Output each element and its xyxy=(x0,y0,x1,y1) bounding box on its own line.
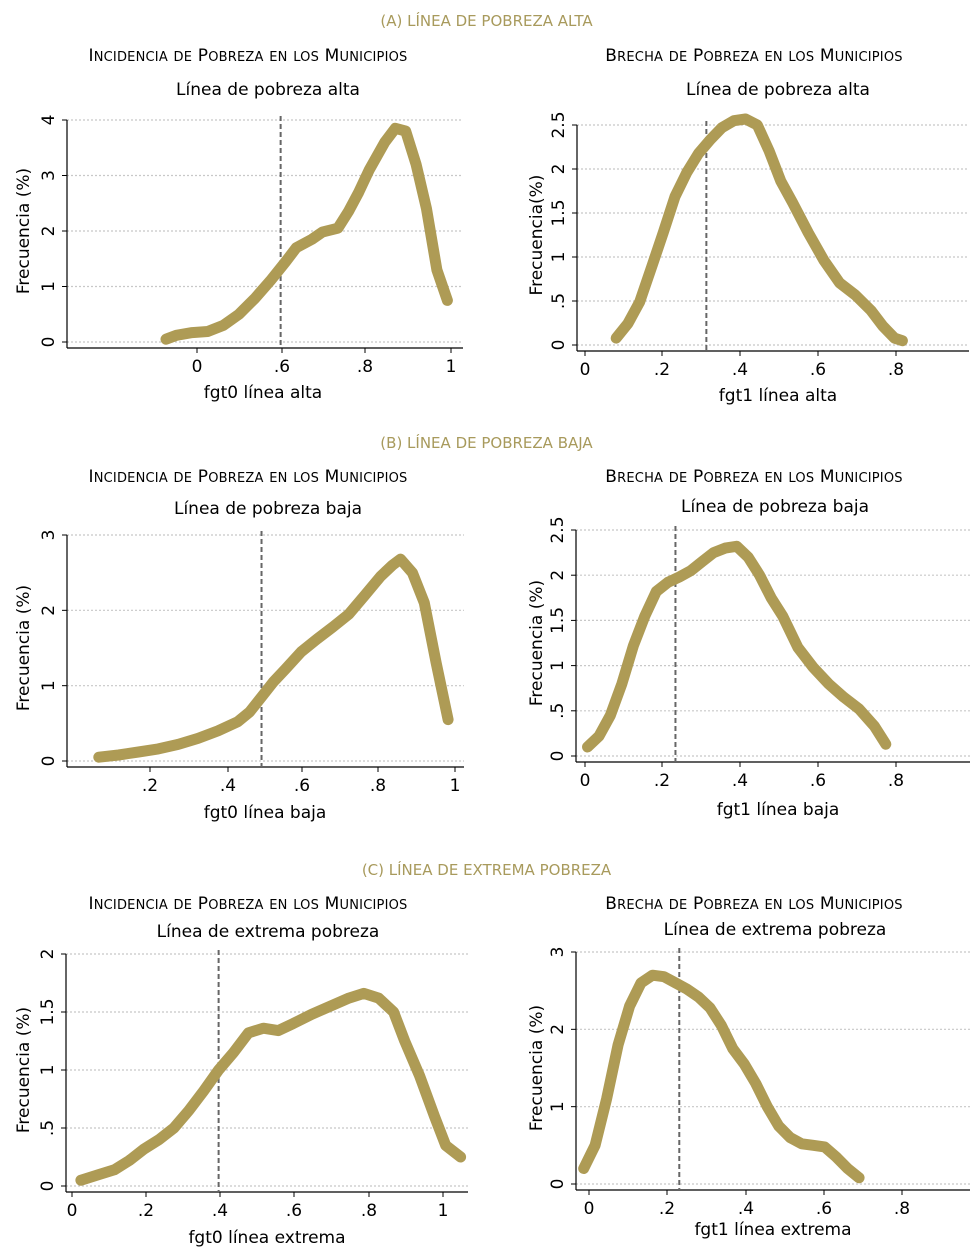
x-tick-label: .6 xyxy=(286,1201,302,1221)
series-line xyxy=(610,113,908,347)
chart-title-4: BRECHA DE POBREZA EN LOS MUNICIPIOS xyxy=(605,467,903,487)
y-tick-label: .5 xyxy=(548,703,568,719)
chart-title-1: INCIDENCIA DE POBREZA EN LOS MUNICIPIOS xyxy=(88,46,408,66)
y-tick-label: .5 xyxy=(38,1120,58,1136)
y-axis-label: Frecuencia (%) xyxy=(527,580,547,706)
x-tick-label: .4 xyxy=(220,776,236,796)
y-tick-label: 0 xyxy=(39,756,59,767)
chart-title-5: INCIDENCIA DE POBREZA EN LOS MUNICIPIOS xyxy=(88,894,408,914)
y-tick-label: 1 xyxy=(548,660,568,671)
chart-title-3: INCIDENCIA DE POBREZA EN LOS MUNICIPIOS xyxy=(88,467,408,487)
x-tick-label: 0 xyxy=(192,357,203,377)
x-axis-label: fgt1 línea alta xyxy=(719,386,837,406)
y-tick-label: 2 xyxy=(39,226,59,237)
x-tick-label: .8 xyxy=(894,1199,910,1219)
series-line xyxy=(582,540,892,753)
x-tick-label: .6 xyxy=(816,1199,832,1219)
x-axis-label: fgt1 línea extrema xyxy=(694,1220,851,1240)
x-tick-label: .2 xyxy=(654,360,670,380)
x-tick-label: 0 xyxy=(584,1199,595,1219)
y-tick-label: 1 xyxy=(548,1101,568,1112)
y-tick-label: 4 xyxy=(39,115,59,126)
x-tick-label: .2 xyxy=(138,1201,154,1221)
x-tick-label: .2 xyxy=(142,776,158,796)
x-tick-label: .4 xyxy=(212,1201,228,1221)
y-tick-label: 2 xyxy=(38,949,58,960)
y-axis-label: Frecuencia (%) xyxy=(527,1005,547,1131)
y-tick-label: 0 xyxy=(548,1179,568,1190)
chart-title-2: BRECHA DE POBREZA EN LOS MUNICIPIOS xyxy=(605,46,903,66)
x-axis-label: fgt0 línea baja xyxy=(204,803,327,823)
x-tick-label: .8 xyxy=(888,771,904,791)
chart-subtitle-3: Línea de pobreza baja xyxy=(173,499,363,519)
section-title-a: (A) LÍNEA DE POBREZA ALTA xyxy=(380,12,593,30)
y-tick-label: 1 xyxy=(39,680,59,691)
chart-subtitle-5: Línea de extrema pobreza xyxy=(156,922,380,942)
y-tick-label: 1.5 xyxy=(548,607,568,634)
y-tick-label: 0 xyxy=(548,751,568,762)
y-tick-label: 2.5 xyxy=(548,516,568,543)
x-tick-label: .6 xyxy=(294,776,310,796)
series-line xyxy=(578,969,865,1184)
y-tick-label: 2 xyxy=(548,570,568,581)
x-tick-label: .4 xyxy=(732,360,748,380)
y-tick-label: 0 xyxy=(38,1181,58,1192)
y-tick-label: 2 xyxy=(549,164,569,175)
x-tick-label: .6 xyxy=(810,360,826,380)
x-axis-label: fgt1 línea baja xyxy=(717,800,840,820)
y-tick-label: 0 xyxy=(39,337,59,348)
y-tick-label: 3 xyxy=(39,530,59,541)
y-tick-label: 3 xyxy=(548,947,568,958)
y-tick-label: 1 xyxy=(38,1065,58,1076)
x-tick-label: .2 xyxy=(654,771,670,791)
x-tick-label: .4 xyxy=(738,1199,754,1219)
y-axis-label: Frecuencia (%) xyxy=(14,585,34,711)
section-title-c: (C) LÍNEA DE EXTREMA POBREZA xyxy=(361,861,612,879)
chart-subtitle-4: Línea de pobreza baja xyxy=(680,497,870,517)
chart-subtitle-2: Línea de pobreza alta xyxy=(686,80,870,100)
y-tick-label: 1.5 xyxy=(549,199,569,226)
x-tick-label: .6 xyxy=(810,771,826,791)
y-tick-label: 3 xyxy=(39,170,59,181)
x-tick-label: 0 xyxy=(580,360,591,380)
y-tick-label: .5 xyxy=(549,293,569,309)
x-tick-label: .8 xyxy=(370,776,386,796)
x-tick-label: .2 xyxy=(659,1199,675,1219)
x-tick-label: .6 xyxy=(274,357,290,377)
x-axis-label: fgt0 línea extrema xyxy=(188,1228,345,1248)
y-tick-label: 2.5 xyxy=(549,111,569,138)
x-tick-label: 0 xyxy=(67,1201,78,1221)
series-line xyxy=(93,553,454,763)
y-tick-label: 1 xyxy=(549,252,569,263)
chart-subtitle-1: Línea de pobreza alta xyxy=(176,80,360,100)
x-tick-label: 0 xyxy=(580,771,591,791)
x-tick-label: 1 xyxy=(450,776,461,796)
y-tick-label: 0 xyxy=(549,340,569,351)
section-title-b: (B) LÍNEA DE POBREZA BAJA xyxy=(380,434,593,452)
x-tick-label: .8 xyxy=(888,360,904,380)
y-tick-label: 1 xyxy=(39,281,59,292)
y-axis-label: Frecuencia (%) xyxy=(14,1007,34,1133)
series-line xyxy=(160,122,453,345)
y-tick-label: 1.5 xyxy=(38,998,58,1025)
x-axis-label: fgt0 línea alta xyxy=(204,383,322,403)
x-tick-label: .8 xyxy=(361,1201,377,1221)
chart-subtitle-6: Línea de extrema pobreza xyxy=(663,920,887,940)
y-tick-label: 2 xyxy=(548,1024,568,1035)
chart-title-6: BRECHA DE POBREZA EN LOS MUNICIPIOS xyxy=(605,894,903,914)
x-tick-label: .8 xyxy=(357,357,373,377)
series-line xyxy=(75,987,467,1186)
y-axis-label: Frecuencia(%) xyxy=(527,175,547,296)
x-tick-label: 1 xyxy=(438,1201,449,1221)
y-axis-label: Frecuencia (%) xyxy=(14,168,34,294)
y-tick-label: 2 xyxy=(39,605,59,616)
x-tick-label: .4 xyxy=(732,771,748,791)
x-tick-label: 1 xyxy=(446,357,457,377)
